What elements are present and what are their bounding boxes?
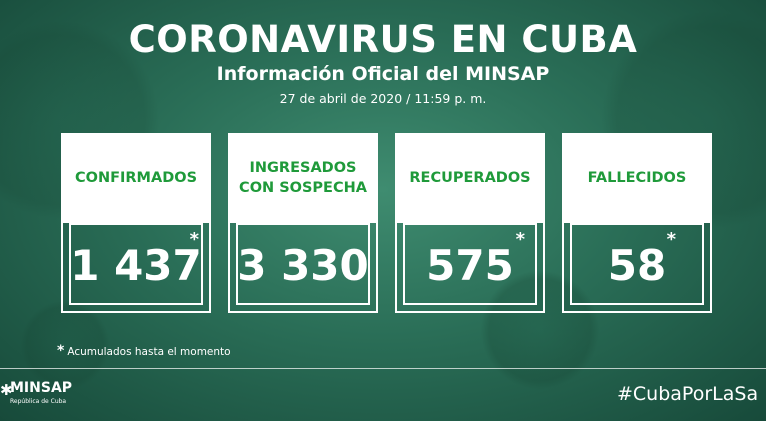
minsap-logo-icon: ✱ [0, 381, 13, 399]
stat-card-value-box: 575 * [395, 223, 545, 313]
stat-card-value-box: 3 330 [228, 223, 378, 313]
stat-card-label: CONFIRMADOS [61, 133, 211, 223]
footnote: * Acumulados hasta el momento [57, 343, 231, 359]
page-title: CORONAVIRUS EN CUBA [128, 18, 638, 61]
minsap-logo-text: MINSAP [10, 380, 73, 396]
asterisk-mark: * [57, 343, 65, 359]
stat-card-value: 58 [607, 240, 667, 290]
asterisk-mark: * [515, 229, 525, 250]
page-subtitle: Información Oficial del MINSAP [216, 63, 550, 85]
stat-card-value-frame [570, 223, 704, 305]
stat-card-label: RECUPERADOS [395, 133, 545, 223]
stat-card-ingresados: INGRESADOS CON SOSPECHA 3 330 [228, 133, 378, 313]
hashtag: #CubaPorLaSa [617, 383, 759, 405]
stat-card-value: 575 [426, 240, 514, 290]
asterisk-mark: * [666, 229, 676, 250]
stat-card-confirmados: CONFIRMADOS 1 437 * [61, 133, 211, 313]
stat-card-recuperados: RECUPERADOS 575 * [395, 133, 545, 313]
stat-card-value-box: 58 * [562, 223, 712, 313]
stat-card-value-frame [403, 223, 537, 305]
stat-card-label: INGRESADOS CON SOSPECHA [228, 133, 378, 223]
footer-divider [0, 368, 766, 369]
stat-card-value-frame [69, 223, 203, 305]
stat-card-value: 1 437 [70, 240, 202, 290]
stat-card-fallecidos: FALLECIDOS 58 * [562, 133, 712, 313]
stat-card-value-frame [236, 223, 370, 305]
report-date: 27 de abril de 2020 / 11:59 p. m. [279, 91, 487, 106]
stat-card-value-box: 1 437 * [61, 223, 211, 313]
background-virus-decoration [20, 300, 110, 390]
minsap-logo-subtitle: República de Cuba [10, 398, 67, 405]
stat-card-label: FALLECIDOS [562, 133, 712, 223]
footnote-text: Acumulados hasta el momento [67, 346, 231, 358]
background-virus-decoration [480, 270, 600, 390]
asterisk-mark: * [189, 229, 199, 250]
stat-card-value: 3 330 [237, 240, 369, 290]
